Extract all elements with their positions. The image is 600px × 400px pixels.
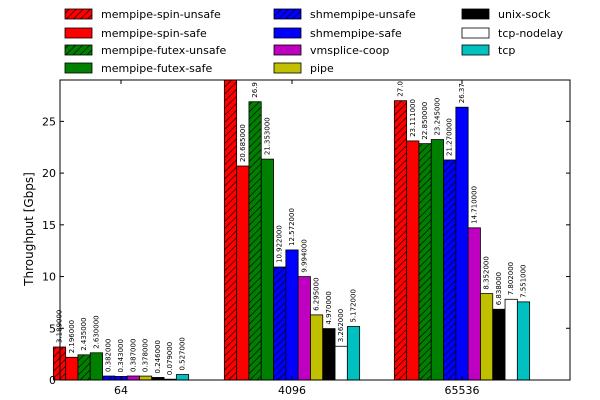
data-label-tcp-nodelay-65536: 7.802000	[507, 262, 515, 295]
data-label-vmsplice-coop-64: 0.387000	[129, 339, 137, 372]
data-label-mempipe-futex-safe-64: 2.630000	[92, 315, 100, 348]
data-label-tcp-65536: 7.551000	[520, 264, 528, 297]
y-tick-label: 10	[42, 271, 56, 284]
legend-swatch-shmempipe-safe	[273, 27, 302, 39]
bar-tcp-64	[175, 374, 190, 381]
y-axis-label: Throughput [Gbps]	[22, 172, 36, 287]
bar-tcp-65536	[516, 301, 531, 381]
data-label-mempipe-spin-safe-4096: 20.685000	[239, 124, 247, 162]
bar-unix-sock-4096	[322, 328, 336, 381]
data-label-unix-sock-64: 0.246000	[154, 340, 162, 373]
data-label-mempipe-futex-unsafe-64: 2.435000	[80, 317, 88, 350]
y-tick-label: 15	[42, 219, 56, 232]
data-label-vmsplice-coop-4096: 9.994000	[300, 239, 308, 272]
data-label-pipe-4096: 6.295000	[313, 277, 321, 310]
legend-swatch-unix-sock	[461, 8, 490, 20]
data-label-unix-sock-65536: 6.838000	[495, 272, 503, 305]
bar-mempipe-futex-safe-4096	[260, 158, 274, 381]
legend-label-unix-sock: unix-sock	[498, 8, 551, 21]
legend-label-mempipe-futex-unsafe: mempipe-futex-unsafe	[101, 44, 226, 57]
data-label-tcp-nodelay-64: 0.079000	[166, 342, 174, 375]
bar-hatch-shmempipe-unsafe-4096	[273, 267, 286, 380]
data-label-mempipe-futex-unsafe-4096: 26.9	[251, 82, 259, 98]
data-label-mempipe-spin-safe-64: 2.196000	[68, 320, 76, 353]
legend-swatch-mempipe-spin-safe	[64, 27, 93, 39]
legend-label-mempipe-spin-safe: mempipe-spin-safe	[101, 27, 207, 40]
data-label-shmempipe-safe-64: 0.343000	[117, 339, 125, 372]
data-label-shmempipe-safe-65536: 26.37	[458, 83, 466, 103]
legend-swatch-tcp	[461, 44, 490, 56]
y-tick-label: 0	[49, 374, 56, 387]
legend-label-tcp: tcp	[498, 44, 515, 57]
bar-shmempipe-safe-4096	[285, 249, 299, 381]
data-label-mempipe-spin-safe-65536: 23.111000	[409, 99, 417, 137]
y-tick-label: 5	[49, 322, 56, 335]
data-label-pipe-65536: 8.352000	[483, 256, 491, 289]
data-label-pipe-64: 0.378000	[142, 339, 150, 372]
data-label-vmsplice-coop-65536: 14.710000	[470, 186, 478, 224]
data-label-shmempipe-unsafe-65536: 21.270000	[446, 118, 454, 156]
legend-label-vmsplice-coop: vmsplice-coop	[310, 44, 389, 57]
data-label-shmempipe-unsafe-4096: 10.922000	[276, 225, 284, 263]
bar-hatch-mempipe-spin-unsafe-65536	[394, 100, 407, 381]
legend-label-pipe: pipe	[310, 62, 334, 75]
bar-mempipe-spin-safe-4096	[236, 165, 250, 381]
bar-hatch-mempipe-spin-unsafe-4096	[224, 80, 237, 380]
legend-label-mempipe-futex-safe: mempipe-futex-safe	[101, 62, 213, 75]
legend-hatch-mempipe-spin-unsafe	[65, 9, 92, 19]
bar-mempipe-spin-safe-65536	[406, 140, 420, 381]
bar-vmsplice-coop-65536	[467, 227, 481, 381]
bar-pipe-64	[139, 375, 153, 381]
bar-tcp-nodelay-4096	[334, 345, 348, 381]
legend: mempipe-spin-unsafe mempipe-spin-safe memp…	[64, 8, 564, 75]
bar-hatch-mempipe-futex-unsafe-65536	[418, 143, 432, 380]
data-label-mempipe-futex-unsafe-65536: 22.850000	[421, 102, 429, 140]
bar-hatch-shmempipe-unsafe-64	[102, 376, 115, 380]
data-label-shmempipe-safe-4096: 12.572000	[288, 208, 296, 246]
x-tick-label-4096: 4096	[278, 384, 306, 397]
legend-hatch-mempipe-futex-unsafe	[65, 45, 92, 55]
bar-shmempipe-safe-65536	[455, 106, 469, 381]
bar-pipe-4096	[310, 314, 324, 381]
bar-mempipe-futex-safe-64	[89, 352, 103, 381]
bar-vmsplice-coop-64	[126, 375, 140, 381]
bar-hatch-mempipe-futex-unsafe-64	[77, 354, 91, 380]
legend-label-shmempipe-safe: shmempipe-safe	[310, 27, 402, 40]
x-tick-label-64: 64	[114, 384, 128, 397]
y-tick-label: 25	[42, 115, 56, 128]
legend-swatch-pipe	[273, 62, 302, 74]
legend-hatch-shmempipe-unsafe	[274, 9, 301, 19]
legend-swatch-tcp-nodelay	[461, 27, 490, 39]
bar-mempipe-futex-safe-65536	[430, 139, 444, 381]
data-label-tcp-nodelay-4096: 3.262000	[337, 309, 345, 342]
bar-unix-sock-65536	[492, 308, 506, 381]
legend-label-tcp-nodelay: tcp-nodelay	[498, 27, 564, 40]
bar-mempipe-spin-safe-64	[65, 356, 79, 381]
data-label-shmempipe-unsafe-64: 0.382000	[105, 339, 113, 372]
plot-area: 3.18900027.02.19600020.68500023.1110002.…	[42, 79, 571, 397]
bar-tcp-4096	[346, 326, 361, 381]
legend-swatch-mempipe-futex-safe	[64, 62, 93, 74]
legend-label-mempipe-spin-unsafe: mempipe-spin-unsafe	[101, 8, 221, 21]
legend-label-shmempipe-unsafe: shmempipe-unsafe	[310, 8, 416, 21]
bar-pipe-65536	[480, 293, 494, 381]
plot-frame	[59, 79, 571, 381]
bar-vmsplice-coop-4096	[297, 276, 311, 381]
data-label-tcp-4096: 5.172000	[350, 289, 358, 322]
data-label-mempipe-spin-unsafe-65536: 27.0	[397, 81, 405, 97]
y-tick-label: 20	[42, 167, 56, 180]
data-label-unix-sock-4096: 4.970000	[325, 291, 333, 324]
x-tick-label-65536: 65536	[445, 384, 480, 397]
data-label-tcp-64: 0.527000	[179, 337, 187, 370]
data-label-mempipe-futex-safe-4096: 21.353000	[263, 117, 271, 155]
legend-swatch-vmsplice-coop	[273, 44, 302, 56]
bar-hatch-shmempipe-unsafe-65536	[443, 159, 456, 380]
bar-tcp-nodelay-65536	[504, 298, 518, 381]
bar-hatch-mempipe-futex-unsafe-4096	[248, 101, 262, 381]
data-label-mempipe-futex-safe-65536: 23.245000	[433, 98, 441, 136]
